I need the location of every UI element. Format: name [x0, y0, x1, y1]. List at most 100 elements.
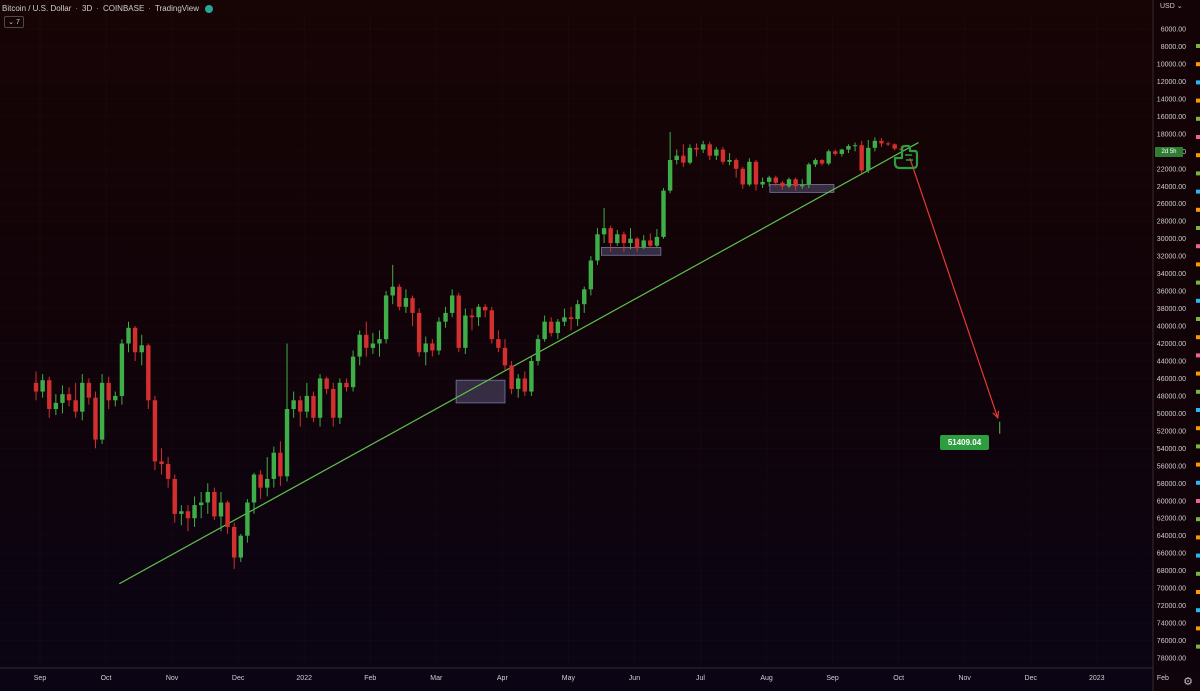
indicators-toggle-button[interactable]: ⌄ 7 — [4, 16, 24, 28]
candle — [482, 304, 488, 318]
candle-body — [800, 184, 805, 187]
candle — [331, 382, 336, 427]
price-tick-label: 64000.00 — [1157, 533, 1186, 540]
alert-marker — [1196, 80, 1200, 85]
price-tick-label: 72000.00 — [1157, 603, 1186, 610]
candle — [615, 229, 620, 246]
candle-body — [423, 343, 428, 353]
candle — [773, 175, 778, 187]
candle-body — [146, 345, 151, 401]
candle — [185, 505, 191, 532]
grid — [0, 16, 1163, 668]
candle — [159, 448, 164, 475]
indicator-count: 7 — [15, 18, 20, 26]
candle-body — [377, 339, 382, 344]
candle — [410, 295, 415, 327]
price-tick-label: 76000.00 — [1157, 638, 1186, 645]
candle-body — [93, 397, 98, 440]
candle — [522, 371, 528, 396]
projection-arrow-layer — [909, 158, 1001, 434]
alert-marker — [1196, 189, 1200, 194]
candle-body — [568, 317, 574, 320]
candle — [106, 376, 111, 410]
candle — [661, 187, 666, 239]
candle — [152, 395, 158, 471]
candle-body — [628, 238, 633, 244]
candle-body — [357, 334, 362, 357]
candle-body — [350, 356, 356, 388]
candle-body — [588, 260, 594, 290]
candle-body — [86, 382, 92, 398]
alert-marker — [1196, 171, 1200, 176]
candle-body — [390, 286, 395, 296]
currency-label: USD — [1160, 3, 1175, 10]
interval[interactable]: 3D — [82, 4, 93, 13]
candle — [588, 256, 594, 296]
candle-body — [740, 168, 745, 185]
candle — [357, 330, 362, 366]
candle-body — [218, 502, 224, 517]
candle-body — [766, 177, 772, 182]
alert-marker — [1196, 98, 1200, 103]
time-tick-label: Oct — [893, 675, 904, 682]
candle-body — [165, 464, 171, 479]
candle-body — [813, 160, 818, 165]
candle — [476, 304, 481, 327]
candle-body — [383, 295, 389, 340]
candle — [165, 457, 171, 488]
trendline-layer — [118, 142, 919, 585]
candle — [740, 167, 745, 189]
candle — [132, 326, 138, 361]
price-tick-label: 32000.00 — [1157, 254, 1186, 261]
gear-icon[interactable]: ⚙ — [1183, 676, 1193, 688]
alert-marker — [1196, 608, 1200, 613]
candle — [700, 140, 706, 154]
candle-body — [826, 151, 831, 164]
currency-selector[interactable]: USD ⌄ — [1160, 2, 1183, 10]
candle-body — [641, 240, 646, 248]
candle-body — [509, 365, 514, 389]
candle-body — [172, 478, 177, 514]
candle-body — [73, 400, 78, 412]
candle — [806, 162, 812, 188]
candle-body — [298, 400, 303, 412]
candle-body — [205, 492, 210, 503]
price-tick-label: 78000.00 — [1157, 656, 1186, 663]
alert-marker — [1196, 262, 1200, 267]
candle-body — [60, 394, 65, 403]
time-tick-label: 2023 — [1089, 675, 1105, 682]
candle — [648, 233, 653, 248]
candle — [370, 333, 376, 354]
candle-body — [661, 190, 666, 237]
candle — [628, 228, 633, 250]
candle-body — [482, 306, 488, 311]
candle — [786, 177, 792, 188]
alert-marker — [1196, 462, 1200, 467]
candle — [826, 149, 831, 166]
alert-marker — [1196, 590, 1200, 594]
candle-body — [397, 286, 402, 307]
candle-body — [53, 402, 59, 410]
candle — [516, 374, 521, 398]
candle — [47, 376, 52, 418]
price-tick-label: 54000.00 — [1157, 446, 1186, 453]
candle — [595, 228, 600, 265]
candle — [542, 315, 547, 342]
candle-body — [476, 306, 481, 318]
candle-body — [687, 147, 693, 163]
candle-body — [231, 526, 237, 558]
candle-body — [674, 155, 679, 161]
candle — [113, 391, 118, 407]
candle — [681, 144, 686, 168]
candle — [463, 308, 468, 354]
candle-body — [562, 317, 567, 322]
candle-body — [700, 144, 706, 150]
candle-body — [793, 179, 798, 187]
symbol-name[interactable]: Bitcoin / U.S. Dollar — [2, 4, 72, 13]
candle — [852, 142, 858, 152]
alert-marker — [1196, 535, 1200, 540]
candle-body — [436, 321, 442, 351]
candle-body — [760, 181, 765, 185]
price-tick-label: 14000.00 — [1157, 96, 1186, 103]
